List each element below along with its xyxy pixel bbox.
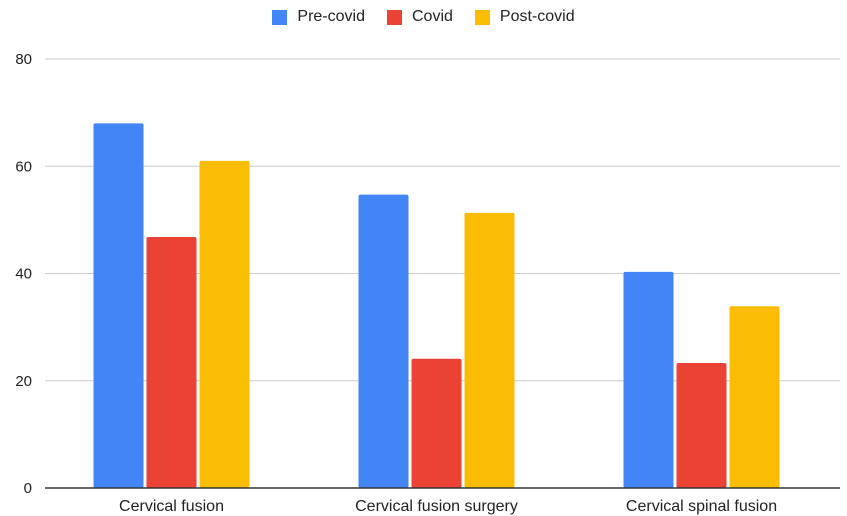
y-tick-label: 0 — [24, 480, 32, 497]
bar-post-covid-2 — [464, 212, 515, 488]
x-tick-label: Cervical fusion — [119, 498, 224, 515]
bar-pre-covid-1 — [93, 123, 144, 488]
x-tick-label: Cervical fusion surgery — [355, 498, 518, 515]
legend-swatch-covid — [386, 9, 402, 25]
legend-swatch-pre-covid — [272, 9, 288, 25]
bar-covid-2 — [411, 358, 462, 488]
chart-legend: Pre-covid Covid Post-covid — [0, 8, 847, 26]
legend-item-pre-covid: Pre-covid — [272, 8, 365, 26]
y-tick-label: 40 — [15, 266, 32, 283]
legend-item-post-covid: Post-covid — [474, 8, 575, 26]
y-tick-label: 80 — [15, 51, 32, 68]
legend-label-pre-covid: Pre-covid — [297, 8, 365, 25]
bar-covid-1 — [146, 237, 197, 488]
bar-post-covid-3 — [729, 306, 780, 488]
bar-post-covid-1 — [199, 160, 250, 488]
y-tick-label: 60 — [15, 158, 32, 175]
y-tick-label: 20 — [15, 373, 32, 390]
legend-swatch-post-covid — [474, 9, 490, 25]
bar-pre-covid-3 — [623, 271, 674, 488]
legend-label-post-covid: Post-covid — [499, 8, 575, 25]
x-tick-label: Cervical spinal fusion — [626, 498, 777, 515]
legend-label-covid: Covid — [411, 8, 453, 25]
bar-covid-3 — [676, 363, 727, 488]
bar-pre-covid-2 — [358, 194, 409, 488]
legend-item-covid: Covid — [386, 8, 453, 26]
